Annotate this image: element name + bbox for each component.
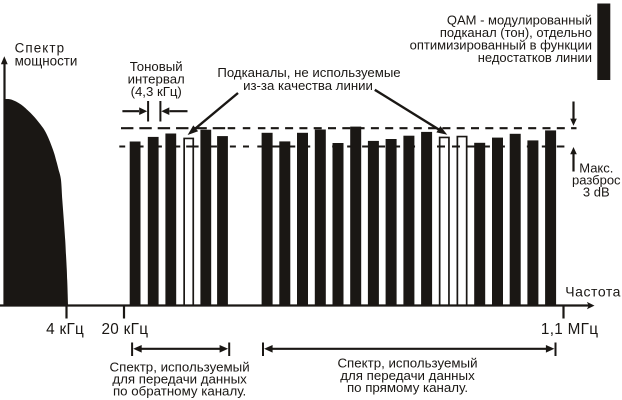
svg-text:Спектр, используемый: Спектр, используемый — [337, 356, 477, 371]
svg-text:мощности: мощности — [15, 53, 78, 68]
svg-text:3 dB: 3 dB — [583, 185, 610, 200]
svg-text:Частота: Частота — [565, 284, 621, 300]
svg-text:оптимизированный в функции: оптимизированный в функции — [410, 38, 592, 53]
svg-text:подканал (тон), отдельно: подканал (тон), отдельно — [440, 25, 592, 40]
svg-text:интервал: интервал — [128, 72, 185, 87]
svg-text:QAM - модулированный: QAM - модулированный — [447, 12, 592, 27]
svg-text:для передачи данных: для передачи данных — [112, 372, 247, 387]
svg-text:20 кГц: 20 кГц — [101, 321, 148, 338]
svg-text:по обратному каналу.: по обратному каналу. — [113, 383, 246, 398]
svg-text:разброс: разброс — [572, 172, 621, 187]
svg-text:Подканалы, не используемые: Подканалы, не используемые — [217, 65, 400, 80]
svg-text:по прямому каналу.: по прямому каналу. — [347, 380, 468, 395]
svg-text:Тоновый: Тоновый — [130, 59, 183, 74]
svg-text:для передачи данных: для передачи данных — [340, 368, 475, 383]
svg-text:Спектр: Спектр — [15, 41, 66, 56]
svg-text:из-за качества линии: из-за качества линии — [243, 78, 373, 93]
svg-text:4 кГц: 4 кГц — [46, 321, 84, 338]
svg-text:Макс.: Макс. — [579, 160, 613, 175]
svg-text:(4,3 кГц): (4,3 кГц) — [131, 84, 182, 99]
svg-text:1,1 МГц: 1,1 МГц — [541, 321, 598, 338]
svg-text:недостатков линии: недостатков линии — [478, 50, 592, 65]
svg-text:Спектр, используемый: Спектр, используемый — [110, 360, 250, 375]
